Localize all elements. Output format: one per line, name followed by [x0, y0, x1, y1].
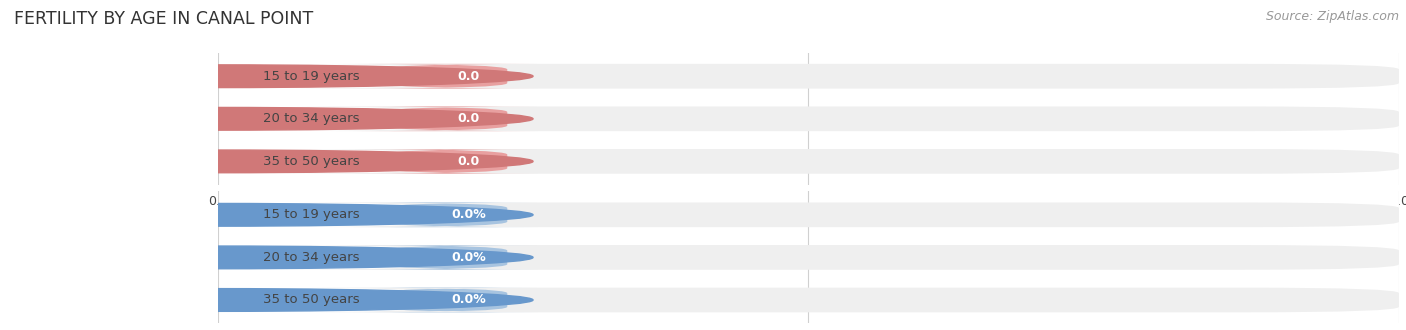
Text: 15 to 19 years: 15 to 19 years — [263, 208, 360, 221]
Text: 0.0%: 0.0% — [451, 251, 486, 264]
FancyBboxPatch shape — [218, 245, 430, 270]
FancyBboxPatch shape — [218, 64, 1399, 88]
Text: Source: ZipAtlas.com: Source: ZipAtlas.com — [1265, 10, 1399, 23]
FancyBboxPatch shape — [354, 203, 538, 227]
FancyBboxPatch shape — [218, 203, 430, 227]
FancyBboxPatch shape — [218, 288, 430, 312]
FancyBboxPatch shape — [218, 149, 430, 174]
FancyBboxPatch shape — [354, 288, 538, 312]
Text: 0.0%: 0.0% — [451, 208, 486, 221]
Text: 20 to 34 years: 20 to 34 years — [263, 112, 360, 125]
Circle shape — [0, 150, 533, 173]
Text: 35 to 50 years: 35 to 50 years — [263, 293, 360, 307]
Text: 15 to 19 years: 15 to 19 years — [263, 70, 360, 83]
FancyBboxPatch shape — [218, 203, 1399, 227]
Text: FERTILITY BY AGE IN CANAL POINT: FERTILITY BY AGE IN CANAL POINT — [14, 10, 314, 28]
FancyBboxPatch shape — [218, 64, 430, 88]
Circle shape — [0, 204, 533, 226]
Circle shape — [0, 246, 533, 269]
FancyBboxPatch shape — [354, 64, 538, 88]
FancyBboxPatch shape — [218, 107, 1399, 131]
FancyBboxPatch shape — [218, 245, 1399, 270]
Text: 0.0%: 0.0% — [451, 293, 486, 307]
Text: 0.0: 0.0 — [458, 70, 479, 83]
FancyBboxPatch shape — [218, 288, 1399, 312]
Circle shape — [0, 65, 533, 87]
Circle shape — [0, 108, 533, 130]
Text: 0.0: 0.0 — [458, 155, 479, 168]
FancyBboxPatch shape — [354, 107, 538, 131]
Text: 35 to 50 years: 35 to 50 years — [263, 155, 360, 168]
FancyBboxPatch shape — [218, 107, 430, 131]
FancyBboxPatch shape — [218, 149, 1399, 174]
Text: 0.0: 0.0 — [458, 112, 479, 125]
Text: 20 to 34 years: 20 to 34 years — [263, 251, 360, 264]
FancyBboxPatch shape — [354, 149, 538, 174]
Circle shape — [0, 289, 533, 311]
FancyBboxPatch shape — [354, 245, 538, 270]
